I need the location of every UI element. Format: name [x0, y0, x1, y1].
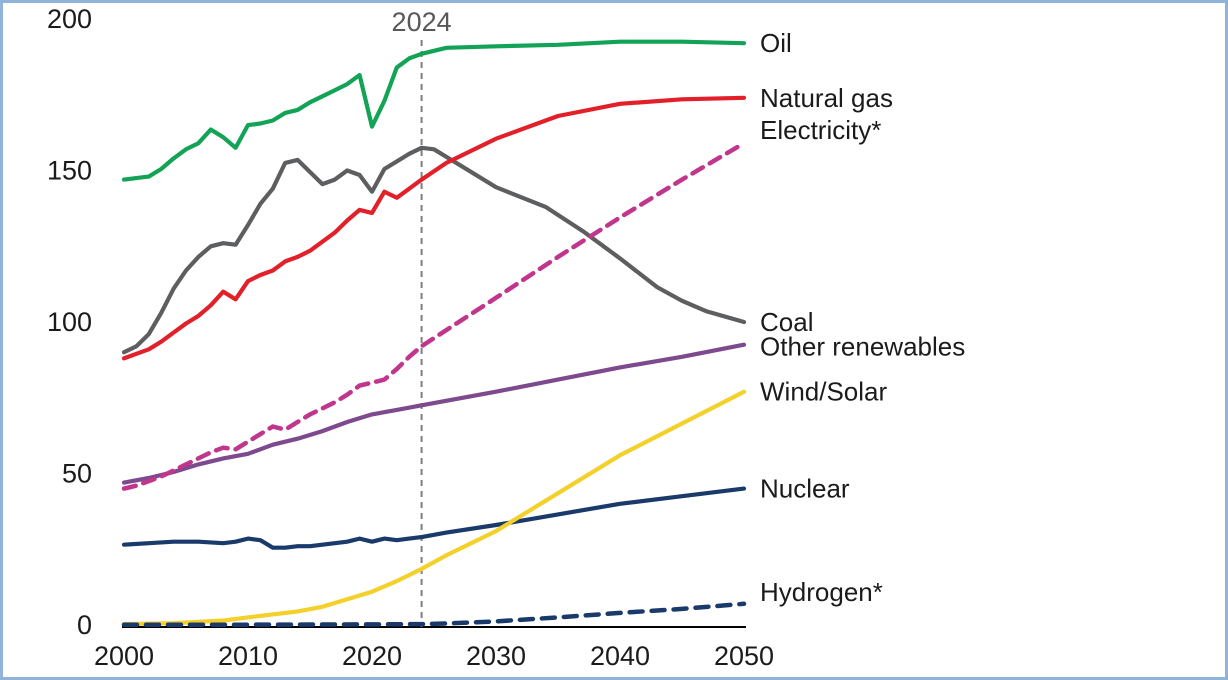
series-line-oil: [121, 39, 747, 182]
series-line-coal: [121, 145, 747, 355]
x-tick-label-2020: 2020: [342, 641, 402, 671]
series-line-electricity: [121, 140, 747, 491]
y-tick-label-0: 0: [77, 610, 92, 640]
series-line-natural-gas: [121, 95, 747, 361]
series-label-oil: Oil: [760, 28, 792, 58]
forecast-year-label: 2024: [392, 7, 452, 37]
series-line-wind-solar: [121, 389, 747, 627]
series-label-hydrogen: Hydrogen*: [760, 577, 883, 607]
series-label-other-renewables: Other renewables: [760, 332, 965, 362]
chart-canvas: 0 50 100 150 200 2000 2010 2020 2030 2040 2050 2024…: [47, 4, 965, 671]
x-tick-label-2000: 2000: [94, 641, 154, 671]
series-line-hydrogen: [121, 601, 747, 627]
y-tick-label-100: 100: [47, 307, 92, 337]
x-tick-label-2040: 2040: [590, 641, 650, 671]
series-label-natural-gas: Natural gas: [760, 83, 893, 113]
y-tick-label-200: 200: [47, 4, 92, 34]
x-tick-label-2030: 2030: [466, 641, 526, 671]
y-tick-label-150: 150: [47, 156, 92, 186]
series-label-wind-solar: Wind/Solar: [760, 377, 887, 407]
x-tick-label-2050: 2050: [714, 641, 774, 671]
series-line-nuclear: [121, 486, 747, 550]
series-line-other-renewables: [121, 342, 747, 485]
y-tick-label-50: 50: [62, 459, 92, 489]
series-label-nuclear: Nuclear: [760, 474, 850, 504]
series-label-coal: Coal: [760, 307, 813, 337]
series-label-electricity: Electricity*: [760, 115, 881, 145]
x-tick-label-2010: 2010: [218, 641, 278, 671]
